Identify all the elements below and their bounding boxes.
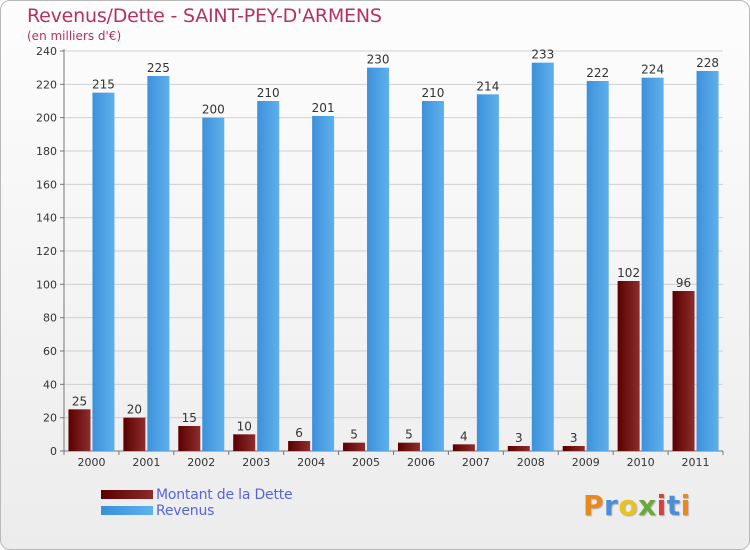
logo-letter: i <box>680 489 691 522</box>
bar-debt <box>343 442 366 451</box>
bar-debt <box>617 281 640 451</box>
grid-lines <box>64 50 723 419</box>
bar-revenue <box>586 81 609 451</box>
y-tick-label: 140 <box>36 212 57 225</box>
x-tick-label: 2007 <box>462 456 490 469</box>
bar-debt <box>452 444 475 451</box>
y-tick-label: 60 <box>43 345 57 358</box>
x-tick-label: 2003 <box>242 456 270 469</box>
x-tick-label: 2005 <box>352 456 380 469</box>
legend-label-debt: Montant de la Dette <box>156 487 293 503</box>
data-labels: 2521520225152001021062015230521042143233… <box>72 48 719 445</box>
y-tick-label: 160 <box>36 178 57 191</box>
logo-letter: o <box>618 489 639 522</box>
data-label-debt: 4 <box>460 429 468 443</box>
data-label-revenue: 224 <box>641 63 664 77</box>
bar-revenue <box>257 101 280 451</box>
logo-letter: t <box>666 489 681 522</box>
data-label-revenue: 210 <box>422 86 445 100</box>
bar-revenue <box>312 116 335 451</box>
data-label-debt: 6 <box>295 426 303 440</box>
x-tick-label: 2008 <box>517 456 545 469</box>
data-label-revenue: 230 <box>367 53 390 67</box>
y-tick-label: 0 <box>50 445 57 458</box>
bar-revenue <box>531 62 554 452</box>
bar-debt <box>288 441 311 451</box>
logo-letter: i <box>656 489 667 522</box>
data-label-debt: 102 <box>617 266 640 280</box>
logo-letter: x <box>638 489 657 522</box>
logo-letter: r <box>604 489 619 522</box>
bar-revenue <box>202 117 225 452</box>
x-tick-label: 2011 <box>682 456 710 469</box>
x-tick-label: 2010 <box>627 456 655 469</box>
bars <box>68 62 719 452</box>
y-tick-label: 200 <box>36 112 57 125</box>
data-label-debt: 5 <box>405 428 413 442</box>
x-tick-label: 2006 <box>407 456 435 469</box>
y-tick-label: 100 <box>36 278 57 291</box>
x-tick-label: 2000 <box>77 456 105 469</box>
y-tick-label: 120 <box>36 245 57 258</box>
bar-debt <box>68 409 91 451</box>
y-tick-label: 80 <box>43 312 57 325</box>
bar-revenue <box>421 101 444 451</box>
bar-debt <box>123 417 146 451</box>
x-tick-label: 2009 <box>572 456 600 469</box>
data-label-debt: 3 <box>515 431 523 445</box>
bar-revenue <box>641 77 664 452</box>
legend-swatch-revenue <box>101 506 153 515</box>
bar-revenue <box>476 94 499 451</box>
data-label-revenue: 200 <box>202 103 225 117</box>
bar-revenue <box>92 92 115 452</box>
data-label-debt: 3 <box>570 431 578 445</box>
x-tick-label: 2001 <box>132 456 160 469</box>
data-label-debt: 5 <box>350 428 358 442</box>
bar-debt <box>178 426 201 451</box>
bar-debt <box>507 446 530 451</box>
data-label-revenue: 215 <box>92 78 115 92</box>
data-label-revenue: 233 <box>531 48 554 62</box>
chart-title: Revenus/Dette - SAINT-PEY-D'ARMENS <box>27 5 382 27</box>
chart-subtitle: (en milliers d'€) <box>27 29 122 43</box>
logo-letter: P <box>583 489 605 522</box>
bar-revenue <box>147 76 170 451</box>
legend-label-revenue: Revenus <box>156 503 215 519</box>
data-label-debt: 15 <box>182 411 197 425</box>
data-label-revenue: 201 <box>312 101 335 115</box>
y-tick-label: 240 <box>36 45 57 58</box>
data-label-debt: 96 <box>676 276 691 290</box>
data-label-debt: 10 <box>237 419 252 433</box>
y-tick-label: 20 <box>43 412 57 425</box>
data-label-revenue: 225 <box>147 61 170 75</box>
data-label-debt: 20 <box>127 403 142 417</box>
bar-revenue <box>367 67 390 452</box>
data-label-revenue: 228 <box>696 56 719 70</box>
bar-revenue <box>696 71 719 451</box>
y-tick-label: 40 <box>43 378 57 391</box>
data-label-debt: 25 <box>72 394 87 408</box>
bar-debt <box>562 446 585 451</box>
x-tick-label: 2002 <box>187 456 215 469</box>
data-label-revenue: 214 <box>476 79 499 93</box>
data-label-revenue: 210 <box>257 86 280 100</box>
data-label-revenue: 222 <box>586 66 609 80</box>
y-tick-label: 220 <box>36 78 57 91</box>
proxiti-logo: Proxiti <box>583 489 691 522</box>
x-tick-label: 2004 <box>297 456 325 469</box>
bar-debt <box>397 442 420 451</box>
bar-debt <box>672 291 695 451</box>
legend-swatch-debt <box>101 490 153 499</box>
y-tick-label: 180 <box>36 145 57 158</box>
bar-debt <box>233 434 256 451</box>
